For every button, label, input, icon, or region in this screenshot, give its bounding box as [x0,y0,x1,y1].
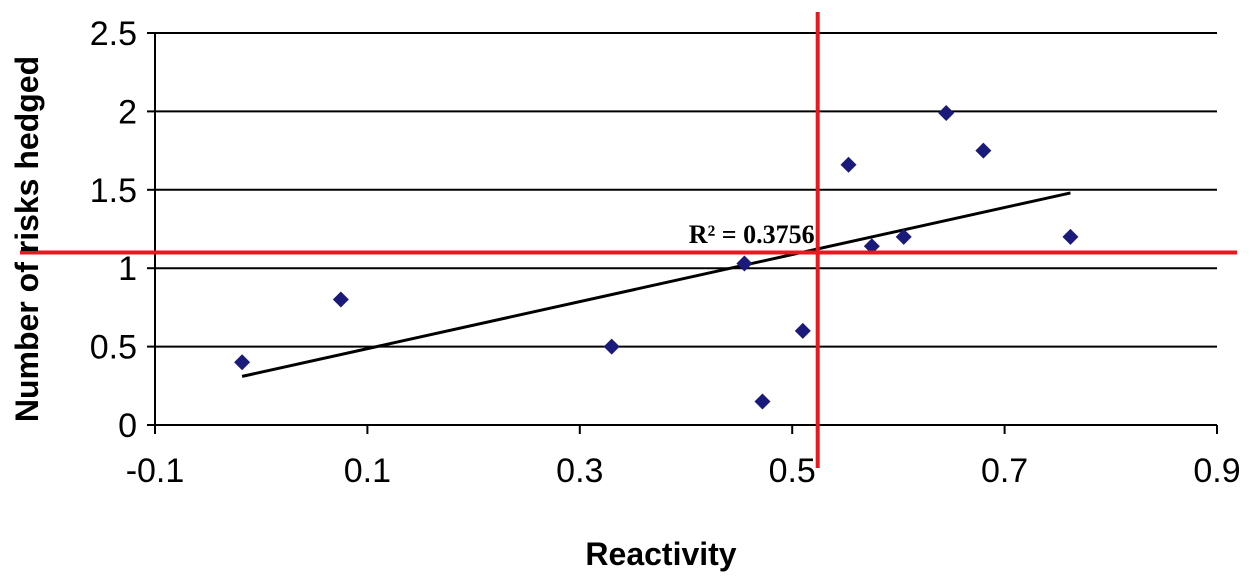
y-tick-label: 1 [118,250,137,288]
data-point [938,104,955,121]
x-tick-label: 0.7 [981,452,1028,490]
trendline-group [241,191,1071,378]
y-tick-label: 2 [118,93,137,131]
y-tick-label: 1.5 [90,172,137,210]
data-point [895,228,912,245]
x-tick-label: -0.1 [126,452,185,490]
x-axis-title: Reactivity [585,536,736,572]
y-axis-title: Number of risks hedged [9,56,45,422]
x-tick-label: 0.1 [344,452,391,490]
data-point [603,338,620,355]
data-point [234,354,251,371]
y-tick-label: 0.5 [90,329,137,367]
data-point [975,142,992,159]
data-point [863,238,880,255]
y-tick-label: 2.5 [90,15,137,53]
trendline [241,191,1071,378]
data-points [234,104,1079,410]
data-point [1062,228,1079,245]
grid-lines [155,32,1217,348]
reference-lines [20,12,1237,468]
x-tick-label: 0.5 [769,452,816,490]
labels: R² = 0.3756 Reactivity Number of risks h… [9,56,815,572]
axes: 0 0.5 1 1.5 2 2.5 -0.1 0.1 0.3 0.5 0.7 0.9 [90,15,1241,490]
y-tick-label: 0 [118,407,137,445]
data-point [754,393,771,410]
data-point [736,255,753,272]
x-tick-label: 0.3 [556,452,603,490]
data-point [794,322,811,339]
data-point [840,156,857,173]
r-squared-label: R² = 0.3756 [689,220,815,249]
data-point [332,291,349,308]
x-tick-label: 0.9 [1193,452,1240,490]
